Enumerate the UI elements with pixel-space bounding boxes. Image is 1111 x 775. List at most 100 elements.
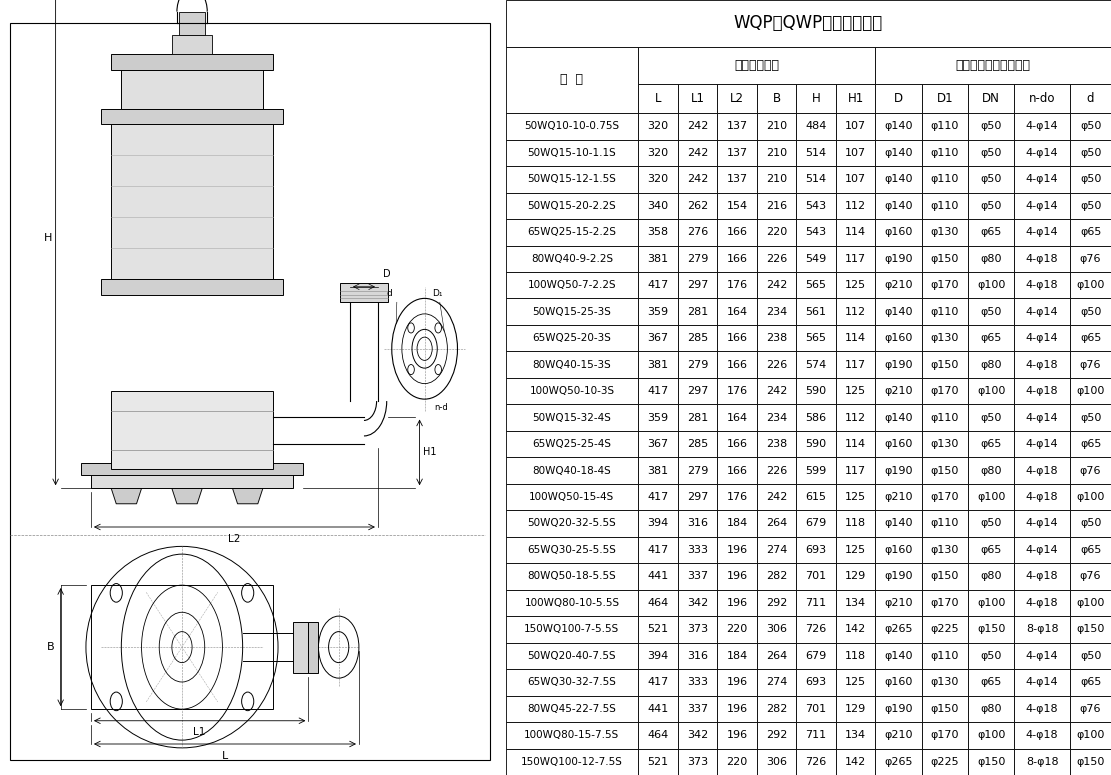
Bar <box>968 113 1014 140</box>
Bar <box>968 696 1014 722</box>
Bar <box>757 246 797 272</box>
Bar <box>639 46 875 84</box>
Bar <box>797 405 835 431</box>
Bar <box>835 140 875 166</box>
Text: 282: 282 <box>765 571 788 581</box>
Bar <box>678 669 718 696</box>
Text: 50WQ15-10-1.1S: 50WQ15-10-1.1S <box>528 148 617 158</box>
Bar <box>922 192 968 219</box>
Text: 196: 196 <box>727 677 748 687</box>
Text: 外形安装尺寸: 外形安装尺寸 <box>734 59 779 71</box>
Text: 4-φ14: 4-φ14 <box>1025 333 1059 343</box>
Text: 549: 549 <box>805 253 827 264</box>
Text: 100WQ50-7-2.2S: 100WQ50-7-2.2S <box>528 281 617 290</box>
Text: φ65: φ65 <box>980 439 1002 449</box>
Text: 297: 297 <box>687 386 708 396</box>
Text: φ190: φ190 <box>884 360 913 370</box>
Bar <box>968 351 1014 378</box>
Text: 234: 234 <box>765 307 788 317</box>
Text: 216: 216 <box>765 201 788 211</box>
Text: 242: 242 <box>687 148 708 158</box>
Text: D₁: D₁ <box>432 289 442 298</box>
Bar <box>835 563 875 590</box>
Text: 514: 514 <box>805 174 827 184</box>
Bar <box>1070 590 1111 616</box>
Text: 484: 484 <box>805 122 827 132</box>
Bar <box>1070 563 1111 590</box>
Text: φ100: φ100 <box>1077 281 1104 290</box>
Text: φ130: φ130 <box>931 227 959 237</box>
Text: φ190: φ190 <box>884 466 913 476</box>
Text: 4-φ14: 4-φ14 <box>1025 227 1059 237</box>
Text: 65WQ30-25-5.5S: 65WQ30-25-5.5S <box>528 545 617 555</box>
Text: 114: 114 <box>845 333 867 343</box>
Text: 125: 125 <box>845 281 867 290</box>
Bar <box>835 84 875 113</box>
Text: φ140: φ140 <box>884 148 913 158</box>
Text: φ65: φ65 <box>1080 545 1101 555</box>
Bar <box>639 669 678 696</box>
Bar <box>875 563 922 590</box>
Text: φ150: φ150 <box>931 704 959 714</box>
Bar <box>922 537 968 563</box>
Text: 561: 561 <box>805 307 827 317</box>
Text: φ265: φ265 <box>884 756 913 766</box>
Bar <box>506 457 639 484</box>
Text: φ110: φ110 <box>931 518 959 529</box>
Text: WQP（QWP）安装尺寸表: WQP（QWP）安装尺寸表 <box>733 14 883 33</box>
Bar <box>922 590 968 616</box>
Bar <box>678 431 718 457</box>
Text: 394: 394 <box>648 518 669 529</box>
Bar <box>506 192 639 219</box>
Text: φ210: φ210 <box>884 281 913 290</box>
Bar <box>922 405 968 431</box>
Text: 80WQ40-15-3S: 80WQ40-15-3S <box>532 360 611 370</box>
Bar <box>639 405 678 431</box>
Text: 358: 358 <box>648 227 669 237</box>
Bar <box>678 510 718 537</box>
Bar <box>1014 484 1070 510</box>
Text: φ80: φ80 <box>980 466 1002 476</box>
Text: 112: 112 <box>845 307 867 317</box>
Text: 196: 196 <box>727 598 748 608</box>
Bar <box>922 669 968 696</box>
Bar <box>875 590 922 616</box>
Bar <box>968 510 1014 537</box>
Bar <box>797 166 835 192</box>
Text: 679: 679 <box>805 651 827 661</box>
Text: 726: 726 <box>805 625 827 635</box>
Bar <box>506 722 639 749</box>
Text: 100WQ80-15-7.5S: 100WQ80-15-7.5S <box>524 730 620 740</box>
Bar <box>1070 642 1111 669</box>
Bar <box>797 669 835 696</box>
Text: DN: DN <box>982 92 1000 105</box>
Bar <box>968 722 1014 749</box>
Text: 367: 367 <box>648 439 669 449</box>
Bar <box>875 537 922 563</box>
Bar <box>1070 669 1111 696</box>
Bar <box>875 246 922 272</box>
Text: φ110: φ110 <box>931 122 959 132</box>
Bar <box>1014 192 1070 219</box>
Bar <box>1070 722 1111 749</box>
Bar <box>875 722 922 749</box>
Text: 274: 274 <box>765 545 788 555</box>
Bar <box>922 219 968 246</box>
Bar <box>968 590 1014 616</box>
Text: φ50: φ50 <box>980 518 1002 529</box>
Bar <box>121 70 263 109</box>
Text: 234: 234 <box>765 412 788 422</box>
Bar <box>101 109 283 124</box>
Text: 50WQ10-10-0.75S: 50WQ10-10-0.75S <box>524 122 620 132</box>
Bar <box>506 46 639 113</box>
Bar <box>1070 510 1111 537</box>
Bar <box>757 457 797 484</box>
Text: 100WQ50-10-3S: 100WQ50-10-3S <box>529 386 614 396</box>
Bar <box>1014 405 1070 431</box>
Bar <box>1070 351 1111 378</box>
Text: 679: 679 <box>805 518 827 529</box>
Text: 264: 264 <box>765 518 788 529</box>
Bar <box>922 378 968 405</box>
Text: B: B <box>772 92 781 105</box>
Text: φ150: φ150 <box>931 360 959 370</box>
